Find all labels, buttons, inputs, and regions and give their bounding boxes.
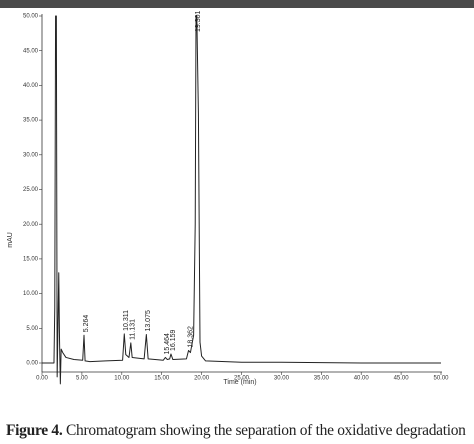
x-tick-label: 25.00 <box>234 376 250 382</box>
x-tick-label: 50.00 <box>433 376 449 382</box>
x-tick-label: 30.00 <box>274 376 290 382</box>
caption: Figure 4. Chromatogram showing the separ… <box>6 422 474 440</box>
peak-label: 13.075 <box>145 310 152 332</box>
x-tick-label: 0.00 <box>36 376 48 382</box>
x-tick-label: 10.00 <box>114 376 130 382</box>
x-tick-label: 35.00 <box>314 376 330 382</box>
y-axis-title: mAU <box>7 232 14 248</box>
peak-label: 15.464 <box>164 333 171 355</box>
peak-label: 18.362 <box>187 326 194 348</box>
y-tick-label: 15.00 <box>23 256 39 262</box>
chart: mAU Time (min) 0.00 5.00 10.00 15.00 20.00 25… <box>0 0 474 386</box>
caption-text: Chromatogram showing the separation of t… <box>66 422 466 439</box>
y-tick-label: 40.00 <box>23 83 39 89</box>
y-tick-label: 50.00 <box>23 14 39 20</box>
x-tick-label: 45.00 <box>394 376 410 382</box>
peak-label: 19.301 <box>195 10 202 32</box>
y-tick-label: 25.00 <box>23 187 39 193</box>
x-tick-label: 40.00 <box>354 376 370 382</box>
peak-label: 5.264 <box>83 315 90 333</box>
y-tick-label: 35.00 <box>23 118 39 124</box>
top-bar <box>0 0 474 8</box>
peak-label: 11.131 <box>130 319 137 340</box>
x-tick-label: 15.00 <box>154 376 170 382</box>
y-tick-label: 20.00 <box>23 222 39 228</box>
y-tick-label: 30.00 <box>23 152 39 158</box>
y-tick-label: 0.00 <box>26 361 38 367</box>
peak-label: 16.159 <box>170 329 177 351</box>
y-tick-label: 5.00 <box>26 326 38 332</box>
y-tick-label: 45.00 <box>23 48 39 54</box>
x-axis-title: Time (min) <box>223 379 256 386</box>
y-tick-label: 10.00 <box>23 291 39 297</box>
peak-label: 10.311 <box>123 310 130 331</box>
caption-label: Figure 4. <box>6 422 63 439</box>
trace <box>42 15 441 385</box>
x-tick-label: 20.00 <box>194 376 210 382</box>
x-tick-label: 5.00 <box>76 376 88 382</box>
